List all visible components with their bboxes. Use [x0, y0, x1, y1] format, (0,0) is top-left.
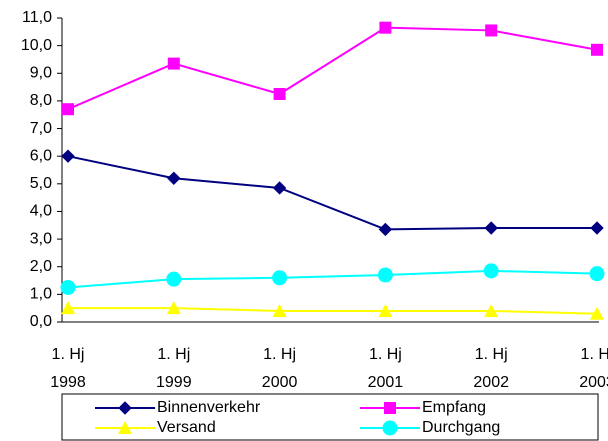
marker	[167, 171, 181, 185]
y-tick-label: 6,0	[30, 147, 52, 164]
marker	[60, 279, 76, 295]
legend-marker	[118, 401, 132, 415]
marker	[378, 222, 393, 237]
marker	[166, 301, 181, 315]
y-tick-label: 4,0	[30, 203, 52, 220]
x-tick-label: 1. Hj	[157, 346, 190, 363]
y-tick-label: 7,0	[30, 120, 52, 137]
marker	[483, 263, 499, 279]
x-tick-label: 2003	[579, 374, 608, 391]
marker	[272, 181, 287, 195]
x-tick-label: 1. Hj	[263, 346, 296, 363]
y-tick-label: 9,0	[30, 64, 52, 81]
legend-marker	[382, 420, 398, 436]
marker	[377, 267, 393, 283]
legend-marker	[118, 421, 132, 434]
series-line	[67, 269, 598, 289]
legend-label: Versand	[157, 419, 216, 436]
marker	[379, 21, 392, 34]
marker	[61, 301, 75, 315]
x-tick-label: 2000	[262, 374, 298, 391]
y-tick-label: 2,0	[30, 258, 52, 275]
y-tick-label: 10,0	[21, 37, 52, 54]
marker	[590, 221, 604, 235]
legend-label: Durchgang	[422, 419, 500, 436]
y-tick-label: 5,0	[30, 175, 52, 192]
series-line	[67, 26, 598, 111]
legend-label: Empfang	[422, 399, 486, 416]
x-tick-label: 1. Hj	[581, 346, 608, 363]
y-tick-label: 11,0	[22, 9, 52, 26]
y-tick-label: 1,0	[30, 286, 52, 303]
marker	[272, 303, 287, 317]
y-tick-label: 3,0	[30, 230, 52, 247]
x-tick-label: 1998	[50, 374, 86, 391]
x-tick-label: 1999	[156, 374, 192, 391]
marker	[273, 88, 286, 100]
x-tick-label: 2002	[473, 374, 509, 391]
marker	[378, 303, 393, 317]
x-tick-label: 1. Hj	[369, 346, 402, 363]
marker	[272, 270, 288, 286]
series-line	[68, 307, 598, 315]
marker	[167, 57, 180, 70]
marker	[591, 43, 603, 56]
x-tick-label: 1. Hj	[52, 346, 85, 363]
marker	[166, 271, 182, 287]
marker	[484, 303, 499, 317]
y-tick-label: 0,0	[30, 313, 52, 330]
marker	[590, 306, 604, 320]
series-line	[67, 155, 597, 231]
marker	[61, 149, 75, 163]
legend-label: Binnenverkehr	[157, 399, 261, 416]
marker	[485, 24, 498, 37]
x-tick-label: 2001	[368, 374, 404, 391]
y-tick-label: 8,0	[30, 92, 52, 109]
marker	[62, 103, 74, 116]
x-tick-label: 1. Hj	[475, 346, 508, 363]
marker	[589, 266, 605, 282]
legend-marker	[384, 402, 396, 414]
marker	[484, 221, 498, 235]
legend-box	[61, 393, 599, 441]
